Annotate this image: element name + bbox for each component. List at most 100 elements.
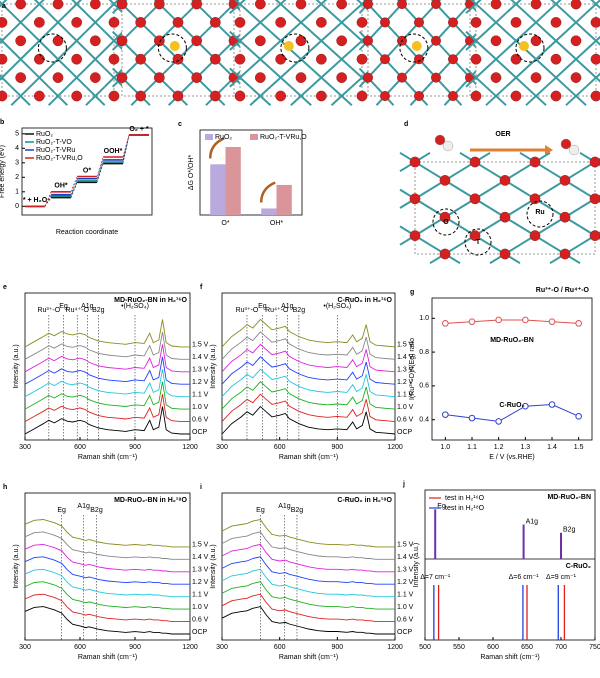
oxygen-atom — [470, 53, 482, 65]
oxygen-atom — [33, 90, 45, 102]
dopant-atom — [411, 41, 422, 51]
oxygen-atom — [275, 53, 287, 65]
oxygen-atom — [135, 53, 147, 65]
spectrum — [24, 519, 190, 548]
oxygen-atom — [380, 91, 390, 101]
spectrum — [221, 356, 396, 385]
connector — [70, 180, 78, 197]
oxygen-atom — [470, 17, 482, 28]
series-label: MD-RuO₂-BN — [490, 337, 534, 344]
oxygen-atom — [431, 0, 441, 9]
oxygen-atom — [559, 175, 571, 186]
bond — [47, 86, 69, 106]
level-label: O₂ + * — [129, 126, 149, 133]
peak-label: Ru⁴⁺-O — [265, 307, 289, 314]
plot-frame — [221, 292, 396, 441]
connector — [44, 194, 52, 207]
oxygen-atom — [52, 0, 64, 10]
y-tick-label: 1.0 — [419, 315, 429, 322]
oxygen-atom — [153, 72, 165, 83]
series-line — [445, 319, 579, 324]
bond — [66, 0, 83, 14]
oxygen-atom — [470, 90, 482, 102]
oxygen-atom — [89, 0, 101, 10]
oxygen-atom — [228, 72, 240, 83]
plot-frame — [21, 127, 153, 216]
spectrum — [221, 556, 395, 585]
x-tick-label: O* — [221, 220, 229, 227]
series-line — [445, 403, 579, 422]
dopant-atom — [519, 41, 529, 51]
site-marker — [464, 228, 492, 256]
x-axis-label: Raman shift (cm⁻¹) — [480, 654, 539, 661]
oxygen-atom — [363, 0, 373, 9]
plot-frame — [221, 492, 396, 641]
legend-label: RuO₂ — [215, 134, 232, 141]
oxygen-atom — [499, 175, 511, 186]
peak-label: A1g — [281, 303, 294, 310]
level-label: * + H₂O — [23, 197, 48, 204]
oxygen-atom — [380, 17, 390, 28]
curve-label: OCP — [397, 429, 413, 436]
bond — [10, 12, 31, 33]
data-point — [548, 318, 556, 325]
plot-frame — [24, 292, 191, 441]
spectrum — [24, 606, 190, 635]
bond — [465, 67, 487, 88]
spectrum — [24, 568, 190, 598]
oxygen-atom — [15, 0, 27, 10]
oxygen-atom — [15, 72, 27, 83]
y-tick-label: 0.8 — [419, 349, 429, 356]
spectrum — [221, 343, 396, 373]
oxygen-atom — [589, 156, 600, 168]
x-axis-label: Raman shift (cm⁻¹) — [78, 454, 137, 461]
crystal-structure — [229, 0, 373, 106]
spectrum — [24, 331, 190, 360]
panel-label: f — [200, 284, 203, 291]
oxygen-atom — [363, 72, 373, 83]
oxygen-atom — [15, 35, 27, 47]
x-tick-label: 300 — [19, 444, 31, 451]
vacancy-marker — [157, 33, 187, 63]
data-point — [575, 413, 582, 420]
trend-arrow — [208, 137, 225, 159]
curve-label: 1.3 V — [192, 567, 209, 574]
vacancy-marker — [280, 33, 310, 63]
oxygen-atom — [295, 0, 307, 10]
bond — [505, 0, 522, 14]
peak-label: B2g — [563, 527, 576, 534]
shift-label: Δ=7 cm⁻¹ — [420, 574, 451, 581]
panel-label: j — [402, 481, 405, 488]
oxygen-atom — [191, 72, 203, 83]
peak-label: A1g — [278, 503, 291, 510]
panel-label: d — [404, 121, 408, 128]
vacancy-marker — [399, 33, 429, 63]
y-axis-label: Intensity (a.u.) — [210, 344, 217, 388]
data-point — [495, 316, 502, 324]
panel-title: C-RuO₂ in H₂¹⁸O — [337, 497, 392, 504]
y-axis-label: I(Ru³⁺-O)/I(Eg) ratio — [409, 338, 416, 400]
oxygen-atom — [490, 72, 502, 83]
curve-label: 0.6 V — [397, 616, 414, 623]
spectrum — [24, 543, 190, 573]
peak-label: A1g — [77, 503, 90, 510]
bond — [66, 67, 87, 88]
x-tick-label: 550 — [453, 644, 465, 651]
panel-title: MD-RuO₂-BN — [547, 494, 591, 501]
panel-subtitle: C-RuO₂ — [566, 563, 591, 570]
curve-label: 1.5 V — [397, 342, 414, 349]
curve-label: 1.5 V — [192, 342, 209, 349]
connector — [122, 134, 130, 164]
structure-label: T — [476, 239, 481, 246]
oxygen-atom — [439, 248, 451, 260]
vacancy-marker — [515, 33, 545, 63]
vacancy-marker — [37, 33, 67, 63]
x-tick-label: 600 — [274, 444, 286, 451]
x-axis-label: Raman shift (cm⁻¹) — [279, 654, 338, 661]
spectrum — [221, 393, 396, 423]
legend-label: RuO₂ — [36, 131, 53, 138]
oxygen-atom — [409, 230, 421, 241]
oxygen-atom — [448, 91, 458, 101]
oxygen-atom — [570, 0, 582, 10]
crystal-structure — [0, 0, 125, 106]
